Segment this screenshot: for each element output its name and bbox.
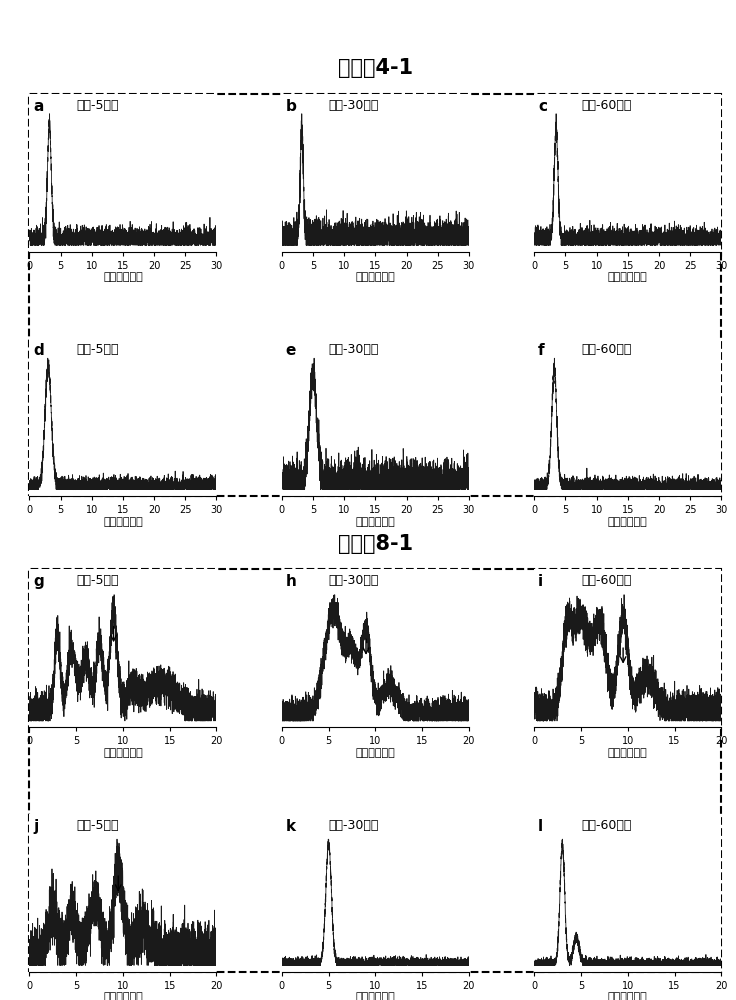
Text: 血液-5分钟: 血液-5分钟 [77, 99, 118, 112]
X-axis label: 时间（分钟）: 时间（分钟） [608, 272, 648, 282]
X-axis label: 时间（分钟）: 时间（分钟） [103, 517, 143, 527]
Text: 血液-60分钟: 血液-60分钟 [581, 574, 631, 587]
Text: i: i [538, 574, 543, 589]
Text: 化合物8-1: 化合物8-1 [338, 534, 413, 554]
Text: c: c [538, 99, 547, 114]
Text: 血液-30分钟: 血液-30分钟 [328, 99, 379, 112]
X-axis label: 时间（分钟）: 时间（分钟） [103, 272, 143, 282]
X-axis label: 时间（分钟）: 时间（分钟） [355, 517, 395, 527]
Text: j: j [33, 819, 38, 834]
Text: d: d [33, 343, 44, 358]
Text: 尿液-30分钟: 尿液-30分钟 [328, 819, 379, 832]
X-axis label: 时间（分钟）: 时间（分钟） [355, 272, 395, 282]
Text: l: l [538, 819, 543, 834]
Text: g: g [33, 574, 44, 589]
X-axis label: 时间（分钟）: 时间（分钟） [608, 992, 648, 1000]
Text: 血液-30分钟: 血液-30分钟 [328, 574, 379, 587]
Text: 尿液-5分钟: 尿液-5分钟 [77, 819, 118, 832]
X-axis label: 时间（分钟）: 时间（分钟） [608, 517, 648, 527]
X-axis label: 时间（分钟）: 时间（分钟） [608, 748, 648, 758]
Text: 血液-60分钟: 血液-60分钟 [581, 99, 631, 112]
Text: h: h [286, 574, 297, 589]
Text: 血液-5分钟: 血液-5分钟 [77, 574, 118, 587]
Text: e: e [286, 343, 296, 358]
X-axis label: 时间（分钟）: 时间（分钟） [103, 992, 143, 1000]
Text: 尿液-5分钟: 尿液-5分钟 [77, 343, 118, 356]
X-axis label: 时间（分钟）: 时间（分钟） [355, 992, 395, 1000]
Text: 尿液-60分钟: 尿液-60分钟 [581, 343, 631, 356]
Text: 尿液-60分钟: 尿液-60分钟 [581, 819, 631, 832]
X-axis label: 时间（分钟）: 时间（分钟） [103, 748, 143, 758]
Text: 尿液-30分钟: 尿液-30分钟 [328, 343, 379, 356]
Text: 化合物4-1: 化合物4-1 [338, 58, 413, 78]
Text: k: k [286, 819, 296, 834]
Text: f: f [538, 343, 545, 358]
Text: b: b [286, 99, 297, 114]
Text: a: a [33, 99, 43, 114]
X-axis label: 时间（分钟）: 时间（分钟） [355, 748, 395, 758]
